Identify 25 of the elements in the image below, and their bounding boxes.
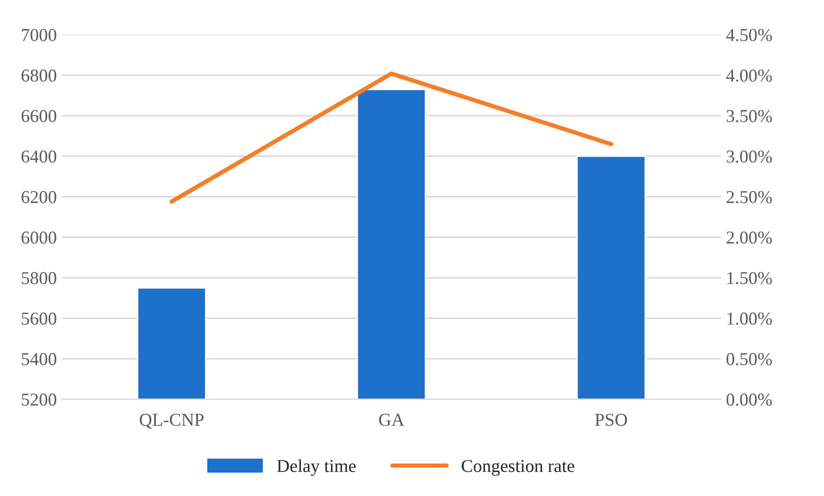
- legend-label: Delay time: [277, 459, 356, 476]
- y-tick-label: 6600: [22, 110, 56, 122]
- y2-tick-label: 2.50%: [726, 191, 772, 204]
- y-tick-label: 6400: [22, 150, 56, 163]
- y2-tick-label: 1.00%: [727, 312, 772, 325]
- y2-tick-label: 3.00%: [726, 150, 772, 163]
- y-tick-label: 7000: [22, 28, 56, 42]
- y-tick-label: 5600: [22, 312, 56, 325]
- y2-tick-label: 4.50%: [726, 28, 772, 42]
- y2-tick-label: 1.50%: [727, 272, 772, 284]
- y-tick-label: 5800: [22, 272, 56, 284]
- x-tick-label: QL-CNP: [140, 414, 204, 429]
- y2-tick-label: 2.00%: [726, 232, 772, 244]
- y2-tick-label: 3.50%: [726, 110, 772, 122]
- y-tick-label: 5400: [22, 353, 56, 366]
- y2-tick-label: 4.00%: [726, 69, 772, 82]
- legend-label: Congestion rate: [462, 460, 574, 476]
- y-tick-label: 5200: [22, 394, 56, 406]
- y2-tick-label: 0.50%: [726, 353, 772, 366]
- x-tick-label: PSO: [595, 414, 627, 426]
- y-tick-label: 6800: [22, 69, 56, 82]
- x-tick-label: GA: [379, 414, 404, 426]
- y-tick-label: 6000: [22, 232, 56, 244]
- y-tick-label: 6200: [22, 191, 56, 204]
- y2-tick-label: 0.00%: [726, 394, 772, 406]
